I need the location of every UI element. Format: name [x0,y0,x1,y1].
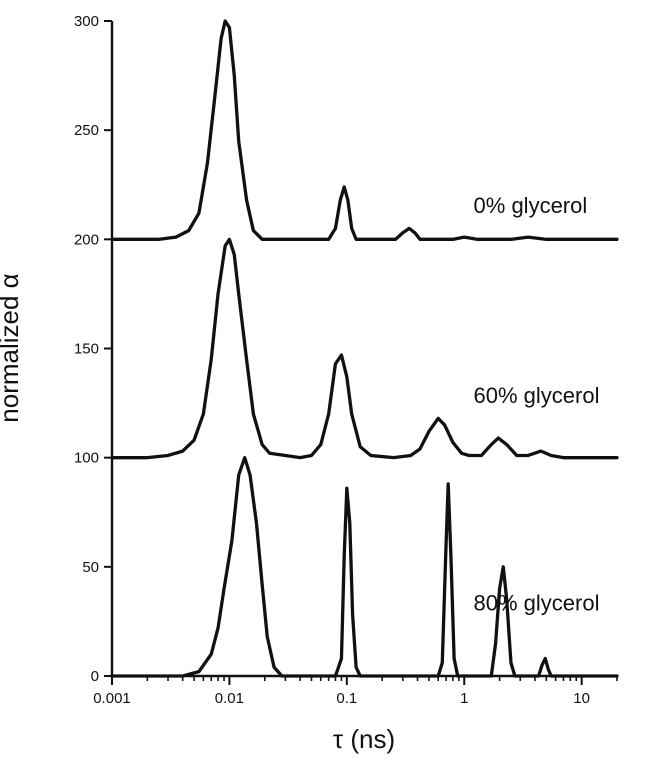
series-line [110,237,619,460]
x-tick-label: 1 [460,690,468,707]
series-line [110,456,619,678]
y-tick-label: 100 [74,450,99,467]
x-axis-ticks: 0.001 0.01 0.1 1 10 [93,676,618,707]
y-tick-label: 250 [74,122,99,139]
y-tick-label: 150 [74,341,99,358]
y-axis-ticks: 0 50 100 150 200 250 300 [74,13,112,685]
y-axis-title: normalized α [0,273,24,422]
x-tick-label: 0.01 [215,690,244,707]
x-tick-label: 10 [573,690,590,707]
plot-area [110,21,617,678]
y-tick-label: 300 [74,13,99,30]
y-tick-label: 50 [82,559,99,576]
x-tick-label: 0.001 [93,690,131,707]
series-label: 80% glycerol [474,591,600,616]
series-labels: 0% glycerol 60% glycerol 80% glycerol [474,193,600,615]
x-tick-label: 0.1 [336,690,357,707]
series-label: 60% glycerol [474,383,600,408]
y-tick-label: 0 [91,668,99,685]
series-lines [110,19,619,678]
y-tick-label: 200 [74,231,99,248]
series-line [110,19,619,241]
series-label: 0% glycerol [474,193,588,218]
x-axis-title: τ (ns) [333,724,395,754]
